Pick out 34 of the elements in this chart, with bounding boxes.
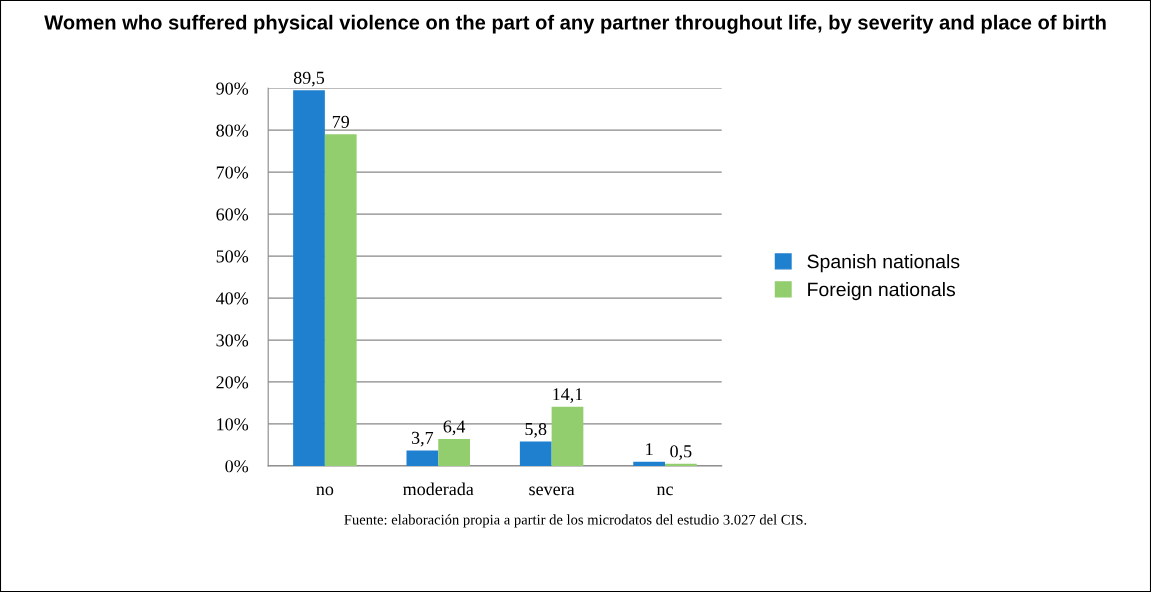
data-label: 14,1: [553, 388, 583, 403]
y-tick-label: 10%: [217, 418, 249, 431]
bar: [324, 134, 357, 466]
y-tick-label: 40%: [216, 292, 249, 305]
data-label: 6,4: [443, 420, 466, 436]
chart-title: Women who suffered physical violence on the part of any partner throughout life, by severity and place of birth: [44, 14, 1106, 34]
x-tick-label: nc: [656, 486, 673, 496]
data-label: 79: [332, 115, 350, 128]
legend-label: Spanish nationals: [807, 254, 960, 273]
source-note: Fuente: elaboración propia a partir de los microdatos del estudio 3.027 del CIS.: [344, 514, 807, 528]
data-label: 3,7: [411, 431, 434, 447]
bar: [633, 461, 665, 466]
y-tick-label: 20%: [216, 376, 249, 389]
bar: [519, 441, 552, 466]
bar: [664, 463, 697, 466]
data-label: 89,5: [293, 71, 325, 87]
x-tick-label: moderada: [403, 482, 474, 496]
data-label: 1: [646, 443, 653, 456]
legend-label: Foreign nationals: [808, 282, 956, 301]
y-tick-label: 70%: [216, 166, 249, 179]
bar: [406, 450, 439, 466]
y-tick-label: 90%: [216, 82, 249, 95]
y-tick-label: 0%: [225, 460, 249, 473]
bar: [293, 90, 325, 466]
y-tick-label: 60%: [216, 208, 249, 221]
data-label: 0,5: [670, 445, 692, 460]
y-tick-label: 50%: [216, 250, 249, 263]
x-tick-label: severa: [529, 486, 575, 496]
y-tick-label: 30%: [216, 334, 249, 347]
x-tick-label: no: [316, 486, 334, 496]
data-label: 5,8: [525, 422, 547, 438]
bar: [438, 439, 470, 466]
y-tick-label: 80%: [216, 124, 249, 137]
bar: [551, 406, 584, 466]
